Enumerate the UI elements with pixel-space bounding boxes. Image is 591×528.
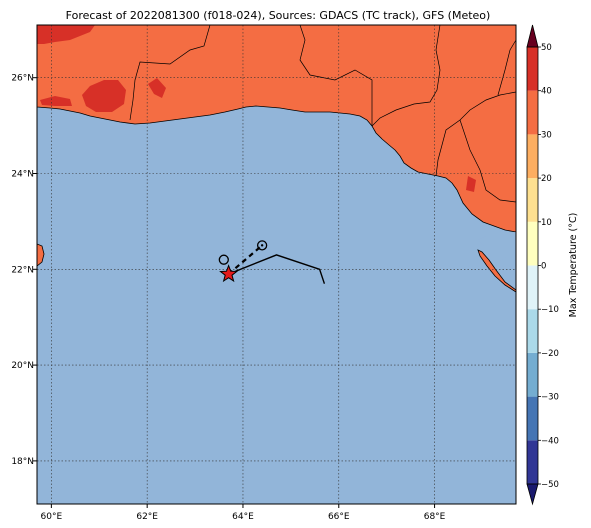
tc-track <box>218 240 326 284</box>
colorbar-tick-label: 30 <box>541 130 552 140</box>
hot-region <box>148 78 166 98</box>
forecast-point-icon <box>218 254 229 265</box>
colorbar-tick-label: −50 <box>541 480 559 490</box>
colorbar-segment <box>527 352 538 397</box>
hot-region <box>466 176 476 192</box>
y-tick-label: 26°N <box>11 74 34 84</box>
colorbar-tick-label: −30 <box>541 393 559 403</box>
y-tick-label: 24°N <box>11 169 34 179</box>
colorbar-segment <box>527 440 538 484</box>
colorbar-tick-label: 20 <box>541 174 552 184</box>
x-tick-label: 62°E <box>136 512 158 522</box>
forecast-point-dot <box>260 244 264 247</box>
colorbar-tick-label: −10 <box>541 305 559 315</box>
graticule <box>37 25 516 504</box>
colorbar-tick-label: −40 <box>541 436 559 446</box>
island-shape <box>37 243 45 267</box>
x-tick-label: 66°E <box>328 512 350 522</box>
x-axis-ticks: 60°E 62°E 64°E 66°E 68°E <box>41 504 446 522</box>
colorbar-segment <box>527 265 538 310</box>
x-tick-label: 60°E <box>41 512 63 522</box>
map-panel <box>37 25 516 504</box>
colorbar-segment <box>527 47 538 91</box>
country-borders <box>129 25 516 203</box>
x-tick-label: 64°E <box>232 512 254 522</box>
colorbar-segment <box>527 221 538 266</box>
track-dashed-line <box>227 244 263 275</box>
hot-region <box>40 96 72 106</box>
colorbar-tick-label: 10 <box>541 218 552 228</box>
map-title: Forecast of 2022081300 (f018-024), Sourc… <box>66 9 491 22</box>
colorbar-segment <box>527 396 538 441</box>
colorbar-label: Max Temperature (°C) <box>568 213 579 318</box>
track-line <box>228 254 326 284</box>
y-tick-label: 22°N <box>11 265 34 275</box>
colorbar-segment <box>527 134 538 179</box>
colorbar: −50 −40 −30 −20 −10 0 10 20 30 40 50 <box>526 24 559 506</box>
colorbar-extend-max <box>526 24 539 48</box>
colorbar-segment <box>527 309 538 353</box>
forecast-point-icon <box>256 240 268 251</box>
colorbar-tick-label: −20 <box>541 349 559 359</box>
colorbar-extend-min <box>526 483 539 506</box>
colorbar-segment <box>527 178 538 222</box>
y-axis-ticks: 18°N 20°N 22°N 24°N 26°N <box>11 74 37 467</box>
colorbar-segment <box>527 90 538 135</box>
sea-inlet <box>478 232 516 262</box>
colorbar-tick-label: 0 <box>541 262 546 272</box>
star-icon <box>219 264 239 283</box>
x-tick-label: 68°E <box>424 512 446 522</box>
y-tick-label: 20°N <box>11 361 34 371</box>
colorbar-tick-label: 50 <box>541 43 552 53</box>
map-frame <box>36 24 517 505</box>
y-tick-label: 18°N <box>11 457 34 467</box>
colorbar-tick-label: 40 <box>541 87 552 97</box>
hot-region <box>82 80 126 112</box>
